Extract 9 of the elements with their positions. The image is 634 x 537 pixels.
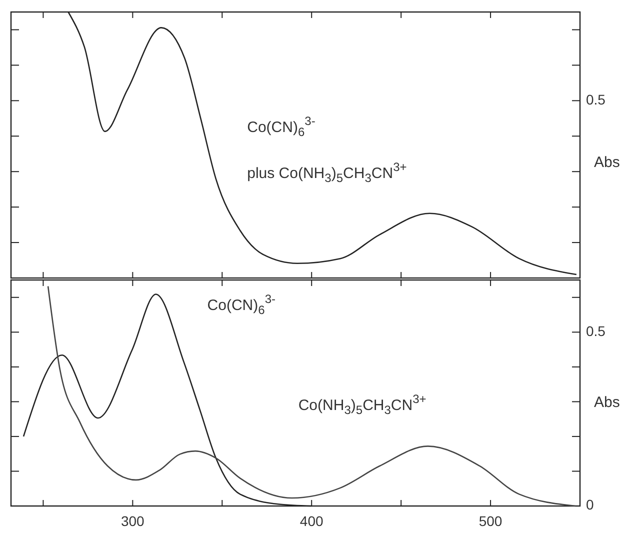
x-tick-label: 400 <box>300 513 324 529</box>
annotation: plus Co(NH$_{3}$)$_{5}$CH$_{3}$CN$^{3+}$ <box>247 160 407 186</box>
line-series <box>47 286 576 507</box>
y-axis-title: Abs <box>594 394 620 411</box>
y-tick-label: 0 <box>586 496 594 513</box>
series-label: Co(NH$_{3}$)$_{5}$CH$_{3}$CN$^{3+}$ <box>298 392 426 418</box>
x-tick-label: 500 <box>478 513 502 529</box>
x-tick-label: 300 <box>120 513 145 529</box>
y-axis-title: Abs <box>594 154 620 171</box>
